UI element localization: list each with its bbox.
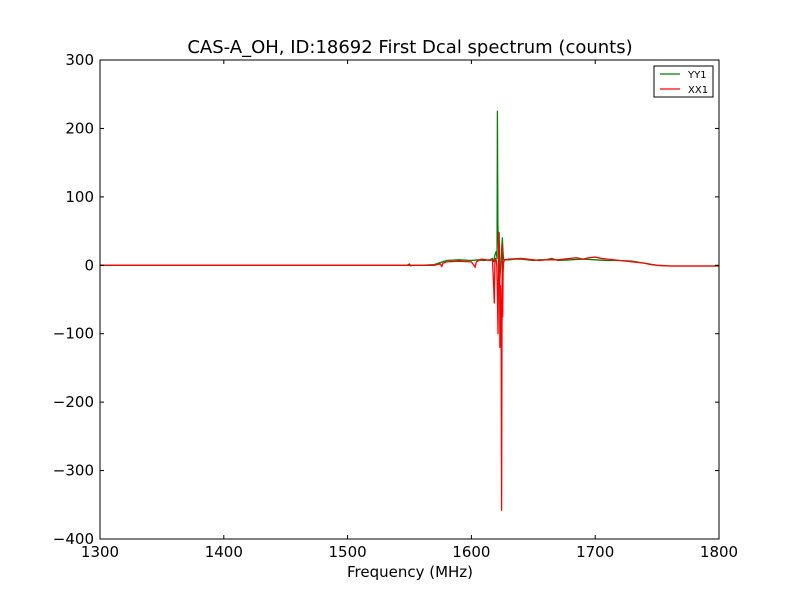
series-line-xx1 [100,231,719,511]
x-tick-label: 1300 [81,543,119,561]
legend-label-yy1: YY1 [687,70,707,81]
y-tick-label: 200 [65,119,94,137]
series-line-yy1 [100,110,719,280]
y-tick-label: −300 [53,462,94,480]
x-axis-label: Frequency (MHz) [347,563,473,581]
y-tick-label: 300 [65,51,94,69]
ticks-layer: 1300 1400 1500 1600 1700 1800 −400 −300 −200 −100… [53,51,738,561]
x-tick-label: 1600 [452,543,490,561]
x-tick-label: 1500 [329,543,367,561]
legend-label-xx1: XX1 [688,85,708,96]
x-tick-label: 1400 [205,543,243,561]
plot-frame [99,59,720,540]
x-tick-label: 1700 [576,543,614,561]
y-tick-label: −200 [53,393,94,411]
y-tick-label: −400 [53,530,94,548]
legend-box [653,65,714,98]
x-tick-label: 1800 [700,543,738,561]
y-tick-label: 0 [84,256,94,274]
y-tick-label: 100 [65,188,94,206]
y-tick-label: −100 [53,325,94,343]
series-layer [100,110,719,511]
chart-title: CAS-A_OH, ID:18692 First Dcal spectrum (… [187,37,632,58]
